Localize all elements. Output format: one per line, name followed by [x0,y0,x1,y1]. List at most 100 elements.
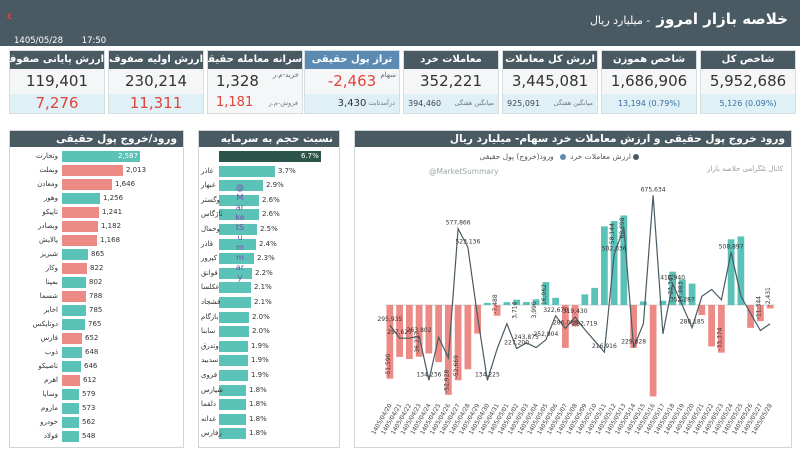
money-flow-symbol: شبریز [40,250,58,258]
retail-trades-label: 134,236 [416,371,441,378]
card-per-capita: سرانه معامله حقیقی 1,328 خرید-م.ر 1,181 ف… [207,50,303,114]
money-flow-bar [62,347,82,358]
real-money-bar [669,271,676,305]
volume-ratio-bar [219,282,251,294]
volume-ratio-symbol: سدبید [201,356,219,365]
card-value: 5,952,686 [709,72,787,90]
report-time: 17:50 [81,36,107,46]
real-money-bar [562,305,569,348]
legend-dot-real-money [559,154,566,160]
chart-panel: ورود خروج پول حقیقی و ارزش معاملات خرد س… [354,130,792,448]
money-flow-value: 2,587 [118,152,139,160]
retail-trades-label: 227,200 [504,340,529,347]
retail-trades-label: 319,430 [563,308,588,315]
fixed-income-label: درآمدثابت [368,99,395,107]
weekly-average-label: میانگین هفتگی [454,99,494,107]
volume-ratio-bar [219,151,321,162]
card-retail-trades: معاملات خرد 352,221 394,460 میانگین هفتگی [403,50,499,114]
card-value: 230,214 [124,72,188,90]
money-flow-symbol: وبملت [39,166,58,174]
volume-ratio-bar [219,384,246,396]
volume-ratio-symbol: فوانق [201,268,218,277]
money-flow-bar [62,151,140,162]
volume-ratio-value: 2.2% [255,268,273,277]
chart-legend: ارزش معاملات خرد ورود(خروج) پول حقیقی [480,152,641,161]
real-money-bar [601,226,608,305]
retail-trades-label: 288,185 [680,319,705,326]
volume-ratio-value: 2.5% [260,225,278,233]
real-money-bar [415,305,423,357]
card-value: 3,445,081 [511,72,589,90]
real-money-bar [445,305,452,395]
volume-ratio-symbol: عکلسا [201,283,220,292]
volume-ratio-bar [219,224,257,235]
money-flow-symbol: فارس [40,334,58,342]
real-money-label: -52,669 [453,355,460,378]
money-flow-value: 788 [89,292,103,300]
money-flow-bar [62,375,80,386]
volume-ratio-symbol: وخمال [201,225,220,233]
volume-ratio-title: نسبت حجم به سرمایه [199,131,339,147]
volume-ratio-symbol: کپرور [201,254,218,263]
retail-trades-label: 322,670 [543,307,568,314]
sell-per-capita-value: 1,181 [216,95,254,110]
real-money-label: -51,590 [385,353,392,376]
volume-ratio-symbol: دلقما [201,400,216,409]
retail-trades-label: 282,719 [572,321,597,328]
report-date: 1405/05/28 [14,36,63,46]
money-flow-symbol: تاپیکو [42,208,58,216]
legend-retail: ارزش معاملات خرد [570,152,631,161]
volume-ratio-value: 3.7% [278,166,296,175]
money-flow-bar [62,249,88,260]
volume-ratio-symbol: غدانه [201,414,216,423]
real-money-bar [610,221,618,305]
money-flow-value: 562 [82,418,96,426]
volume-ratio-value: 1.8% [249,385,267,394]
weekly-average-label: میانگین هفتگی [553,99,593,107]
real-money-bar [757,305,764,322]
money-flow-bar [62,417,79,428]
retail-trades-label: 243,875 [514,334,539,341]
money-flow-value: 865 [91,250,105,258]
card-label: ارزش اولیه صفوف [109,51,203,69]
card-label: سرانه معامله حقیقی [208,51,302,69]
volume-ratio-bar [219,428,246,440]
volume-ratio-value: 2.1% [254,298,272,306]
card-value: 119,401 [25,72,89,90]
money-flow-bar [62,207,99,218]
retail-trades-label: 353,287 [670,296,695,303]
real-money-bar [591,287,598,305]
money-flow-symbol: وبصادر [37,222,58,230]
close-icon[interactable]: ‹ [6,6,13,25]
money-flow-symbol: پالایش [39,236,58,244]
volume-ratio-value: 2.3% [257,254,275,263]
buy-per-capita-label: خرید-م.ر [272,71,299,79]
real-money-bar [513,299,520,305]
volume-ratio-panel: نسبت حجم به سرمایه 6.7% گدنا 3.7% غاذر 2.9% غ… [198,130,340,448]
weekly-average-value: 925,091 [507,99,541,108]
real-money-label: 3,990 [531,301,538,318]
card-label: شاخص هموزن [602,51,696,69]
volume-ratio-bar [219,180,263,192]
volume-ratio-bar [219,165,275,177]
money-flow-bar [62,291,86,302]
volume-ratio-value: 2.0% [252,312,270,321]
volume-ratio-bar [219,326,249,338]
money-flow-bar [62,221,98,232]
money-flow-value: 648 [85,348,99,356]
money-flow-symbol: شسما [39,292,58,300]
volume-ratio-bar [219,340,248,352]
card-label: تراز پول حقیقی [305,51,399,69]
volume-ratio-symbol: غاذر [201,166,214,175]
volume-ratio-symbol: وگستر [201,195,220,204]
card-value: -2,463 [327,72,377,90]
money-flow-bar [62,263,87,274]
real-money-bar [698,305,706,315]
volume-ratio-symbol: ثاژگاس [201,210,223,219]
money-flow-value: 579 [82,390,96,398]
volume-ratio-bar [219,370,248,381]
money-flow-value: 822 [90,264,104,272]
money-flow-title: ورود/خروج پول حقیقی [10,131,183,147]
real-money-bar [552,297,559,305]
retail-trades-label: 257,627 [387,329,412,336]
